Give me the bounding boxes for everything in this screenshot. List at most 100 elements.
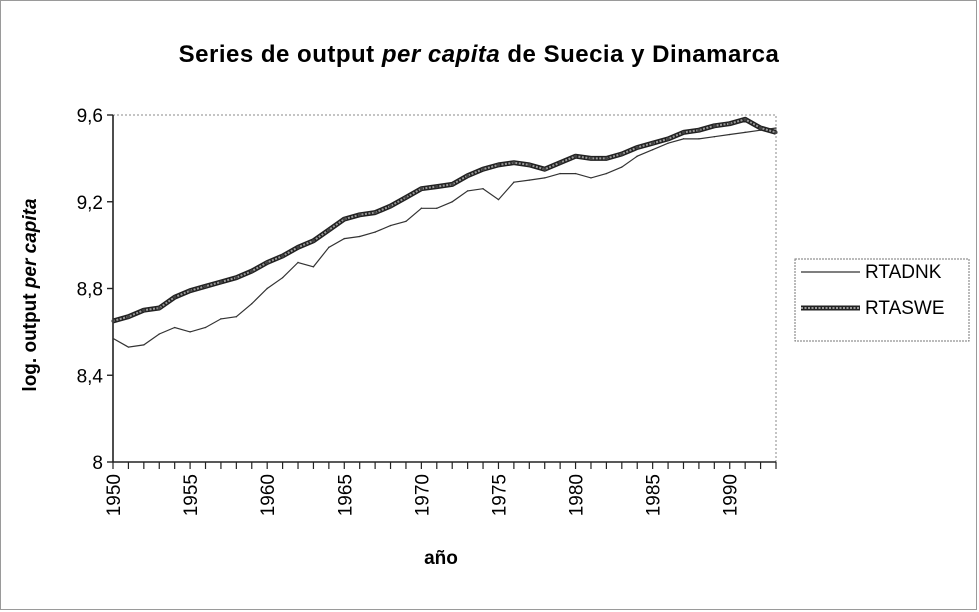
x-tick-label: 1955 [181,474,202,516]
data-point-rtaswe [666,137,670,141]
y-tick-label: 9,2 [77,193,103,214]
text-part: per capita [381,41,500,68]
data-point-rtadnk [266,287,268,290]
data-point-rtaswe [173,295,177,299]
data-point-rtadnk [482,188,484,190]
data-point-rtadnk [405,220,407,222]
data-point-rtaswe [496,163,501,167]
data-point-rtadnk [451,201,453,203]
data-point-rtaswe [281,254,285,258]
data-point-rtadnk [343,237,345,240]
data-point-rtaswe [234,276,238,280]
y-tick-label: 9,6 [77,106,103,127]
series-line-inner-rtaswe [112,118,777,322]
data-point-rtadnk [420,207,423,209]
chart-title: Series de output per capita de Suecia y … [179,41,780,68]
data-point-rtadnk [574,172,577,175]
data-point-rtadnk [173,326,176,329]
data-point-rtaswe [512,161,516,165]
data-point-rtaswe [188,289,192,293]
data-point-rtaswe [126,315,131,319]
data-point-rtadnk [544,177,546,179]
data-point-rtadnk [189,331,191,333]
data-point-rtadnk [374,231,376,233]
data-point-rtadnk [744,131,746,134]
legend-label: RTASWE [865,298,945,319]
x-tick-label: 1965 [335,474,356,516]
data-point-rtadnk [621,166,623,168]
x-axis-label: año [424,548,458,569]
data-point-rtadnk [358,235,361,238]
data-point-rtadnk [127,346,130,348]
data-point-rtadnk [251,302,253,305]
data-point-rtaswe [142,308,146,312]
data-point-rtaswe [697,128,701,132]
data-point-rtaswe [758,126,763,130]
y-tick-label: 8,8 [77,280,103,301]
data-point-rtadnk [297,261,299,264]
data-point-rtadnk [590,177,592,179]
data-point-rtaswe [681,130,686,134]
data-point-rtaswe [419,187,423,191]
data-point-rtadnk [667,142,669,144]
data-point-rtadnk [312,266,315,268]
y-tick-label: 8 [92,453,103,474]
data-point-rtadnk [328,246,330,248]
data-point-rtadnk [466,190,469,192]
legend: RTADNK RTASWE [794,258,970,342]
data-point-rtaswe [466,174,470,178]
data-point-rtadnk [682,138,685,140]
data-point-rtaswe [157,306,161,310]
data-point-rtaswe [327,228,331,232]
data-point-rtaswe [435,184,439,189]
series-line-outline-rtaswe [112,116,777,324]
data-point-rtadnk [235,315,238,318]
data-point-rtaswe [573,154,578,158]
data-point-rtaswe [388,204,393,208]
x-tick-label: 1950 [104,474,125,516]
data-point-rtaswe [250,269,254,273]
data-point-rtadnk [651,149,654,151]
data-point-rtaswe [651,141,655,145]
x-tick-label: 1970 [412,474,433,516]
data-point-rtaswe [558,161,562,165]
data-point-rtadnk [636,155,638,157]
data-point-rtaswe [203,284,208,288]
data-point-rtadnk [389,224,392,227]
data-point-rtadnk [513,181,515,183]
text-part: per capita [20,198,41,289]
data-point-rtadnk [713,135,716,138]
data-point-rtadnk [775,127,777,129]
data-point-rtadnk [528,179,531,181]
data-point-rtadnk [605,172,608,175]
data-point-rtaswe [728,122,732,126]
data-point-rtaswe [481,167,485,171]
legend-box [794,258,970,342]
data-point-rtadnk [729,133,731,136]
data-point-rtaswe [604,156,608,160]
data-point-rtaswe [111,319,115,323]
data-point-rtaswe [265,260,269,265]
data-point-rtaswe [620,152,624,156]
data-point-rtaswe [543,167,547,171]
data-point-rtaswe [450,182,454,186]
data-point-rtadnk [436,207,438,209]
data-point-rtaswe [342,217,346,221]
data-point-rtaswe [311,239,316,243]
legend-label: RTADNK [865,262,942,283]
data-point-rtadnk [281,276,284,279]
data-point-rtadnk [143,344,145,346]
series-line-rtadnk [112,127,777,348]
data-point-rtadnk [559,172,561,175]
text-part: de Suecia y Dinamarca [500,41,779,68]
x-tick-label: 1980 [567,474,588,516]
data-point-rtadnk [112,337,114,340]
plot-area [112,114,777,463]
data-point-rtadnk [204,326,207,329]
data-point-rtadnk [497,198,500,201]
data-point-rtaswe [219,280,223,284]
data-point-rtadnk [220,318,222,320]
text-part: log. output [20,288,41,391]
y-tick-label: 8,4 [77,366,104,387]
